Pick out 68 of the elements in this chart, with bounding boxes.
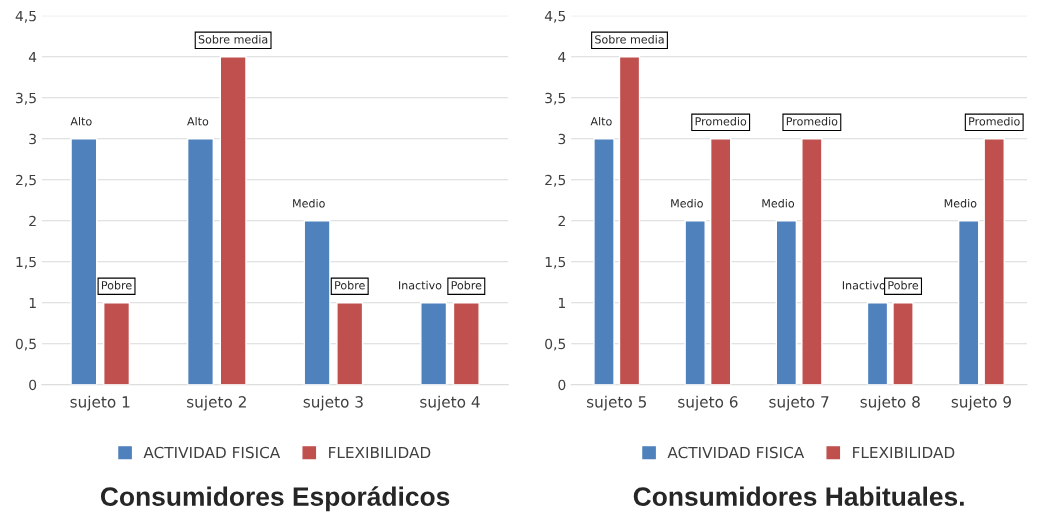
bar: [709, 138, 732, 385]
x-tick-label: sujeto 7: [769, 395, 829, 411]
data-label: Medio: [762, 198, 795, 208]
data-label: Sobre media: [198, 34, 268, 44]
bar: [103, 302, 131, 385]
bar: [892, 302, 914, 385]
bar: [618, 56, 641, 385]
legend-label: ACTIVIDAD FISICA: [143, 446, 281, 459]
y-tick-label: 4: [28, 51, 37, 63]
bar: [801, 138, 823, 385]
y-tick-label: 0: [29, 379, 37, 391]
data-label: Pobre: [451, 280, 482, 290]
y-tick-label: 1: [29, 297, 36, 309]
y-tick-label: 3: [29, 133, 36, 145]
bar: [452, 302, 480, 385]
y-tick-label: 0,5: [545, 338, 566, 351]
data-label: Alto: [187, 116, 209, 126]
data-label: Promedio: [969, 116, 1020, 126]
bar: [775, 220, 798, 385]
y-tick-label: 0: [558, 379, 566, 391]
bar: [219, 56, 247, 385]
bar: [420, 302, 448, 385]
data-label: Pobre: [888, 280, 919, 290]
y-tick-label: 0,5: [15, 338, 36, 351]
data-label: Promedio: [786, 116, 838, 126]
legend-label: FLEXIBILIDAD: [853, 446, 955, 459]
y-tick-label: 2: [558, 215, 565, 227]
data-label: Inactivo: [399, 280, 442, 290]
x-tick-label: sujeto 3: [303, 395, 363, 411]
data-label: Medio: [671, 198, 703, 208]
x-tick-label: sujeto 8: [860, 395, 920, 411]
text: Consumidores Esporádicos: [100, 486, 450, 512]
y-tick-label: 1: [558, 297, 566, 309]
y-tick-label: 4,5: [544, 10, 566, 23]
data-label: Promedio: [695, 116, 747, 126]
y-tick-label: 1,5: [545, 256, 566, 269]
data-label: Pobre: [101, 280, 132, 290]
y-tick-label: 4,5: [15, 10, 36, 23]
data-label: Alto: [590, 116, 612, 126]
bar: [336, 302, 364, 385]
y-tick-label: 1,5: [16, 256, 36, 269]
x-tick-label: sujeto 1: [70, 395, 130, 411]
x-tick-label: sujeto 2: [187, 395, 246, 411]
bar: [684, 220, 706, 385]
y-tick-label: 3,5: [16, 92, 36, 105]
bar: [957, 220, 980, 385]
x-tick-label: sujeto 6: [678, 395, 738, 411]
bar: [866, 302, 889, 385]
x-tick-label: sujeto 9: [951, 395, 1011, 411]
bar: [983, 138, 1005, 385]
x-tick-label: sujeto 5: [586, 395, 647, 411]
y-tick-label: 2: [29, 215, 36, 227]
data-label: Pobre: [335, 280, 365, 290]
y-tick-label: 3,5: [545, 92, 566, 105]
data-label: Alto: [70, 116, 92, 126]
bar: [186, 138, 215, 385]
data-label: Medio: [944, 198, 977, 208]
data-label: Medio: [293, 198, 325, 208]
x-tick-label: sujeto 4: [420, 395, 480, 411]
data-label: Sobre media: [595, 34, 664, 44]
text: Consumidores Habituales.: [633, 486, 964, 506]
y-tick-label: 2,5: [15, 174, 36, 187]
y-tick-label: 2,5: [545, 174, 566, 187]
y-tick-label: 4: [558, 51, 566, 63]
legend-label: ACTIVIDAD FISICA: [667, 446, 805, 459]
legend-label: FLEXIBILIDAD: [329, 446, 431, 459]
y-tick-label: 3: [558, 133, 566, 145]
bar: [593, 138, 615, 385]
